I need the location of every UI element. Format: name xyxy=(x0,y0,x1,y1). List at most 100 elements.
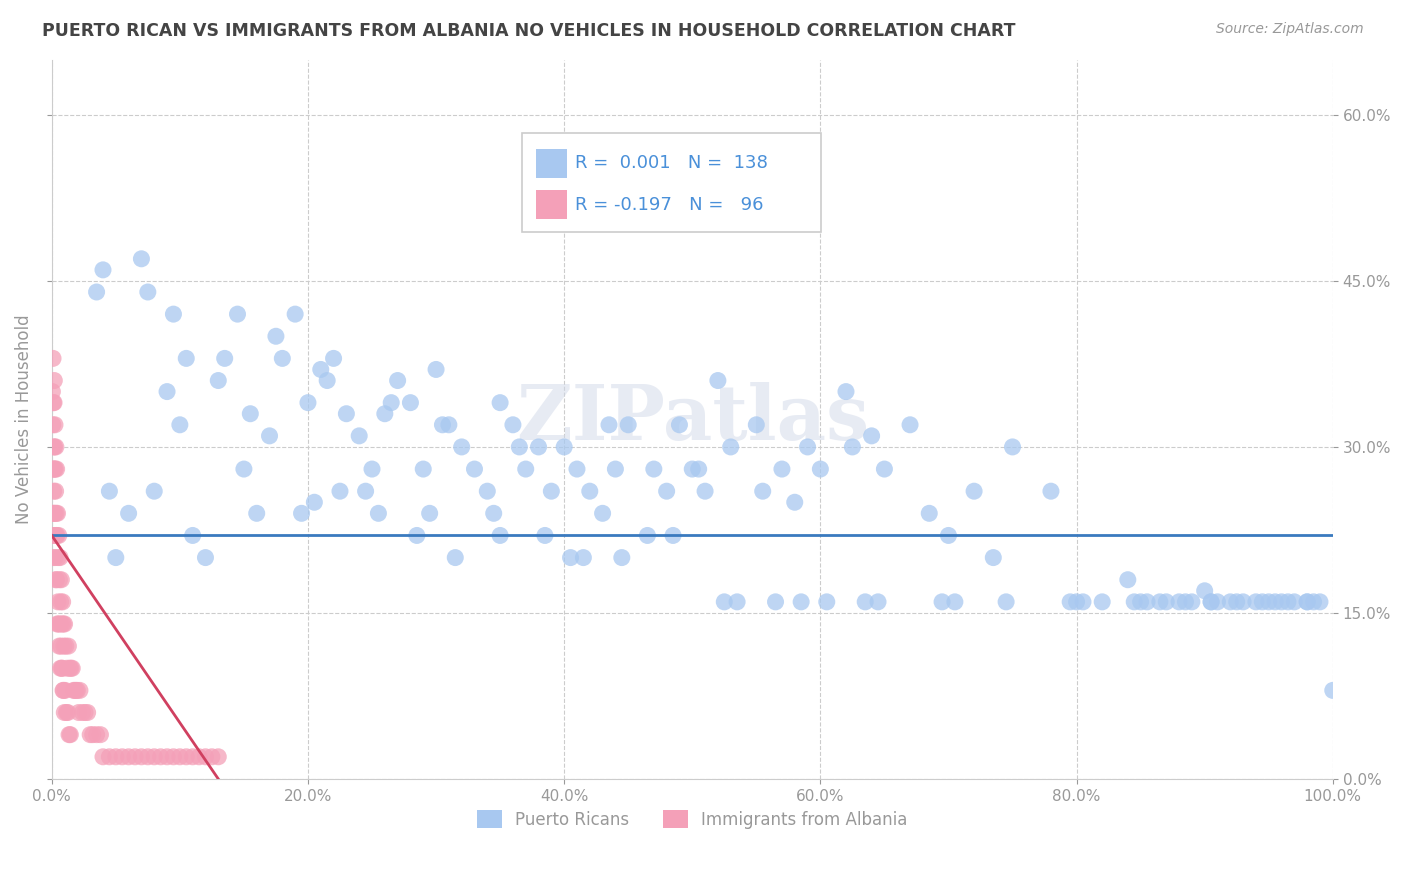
Point xyxy=(419,506,441,520)
Point xyxy=(1244,595,1267,609)
Text: PUERTO RICAN VS IMMIGRANTS FROM ALBANIA NO VEHICLES IN HOUSEHOLD CORRELATION CHA: PUERTO RICAN VS IMMIGRANTS FROM ALBANIA … xyxy=(42,22,1015,40)
Point xyxy=(46,617,69,632)
Point xyxy=(437,417,460,432)
Point xyxy=(1296,595,1319,609)
Point xyxy=(44,462,66,476)
Point xyxy=(527,440,550,454)
Point xyxy=(194,550,217,565)
Point xyxy=(42,395,65,409)
Point xyxy=(201,749,224,764)
Point xyxy=(194,749,217,764)
Point xyxy=(1174,595,1197,609)
Point xyxy=(79,728,101,742)
Point xyxy=(931,595,953,609)
Point xyxy=(405,528,427,542)
Point xyxy=(156,384,179,399)
Point xyxy=(655,484,678,499)
Point xyxy=(668,417,690,432)
Point xyxy=(56,706,79,720)
Point xyxy=(48,617,70,632)
Point xyxy=(124,749,146,764)
Point xyxy=(1302,595,1324,609)
Point xyxy=(304,495,326,509)
Point xyxy=(578,484,600,499)
Point xyxy=(387,374,409,388)
Point xyxy=(66,683,89,698)
Point xyxy=(149,749,172,764)
Point xyxy=(207,374,229,388)
Point xyxy=(45,440,67,454)
Point xyxy=(617,417,640,432)
Point xyxy=(45,573,67,587)
Point xyxy=(374,407,396,421)
Point xyxy=(489,528,512,542)
Point xyxy=(131,749,153,764)
Point xyxy=(450,440,472,454)
Point xyxy=(841,440,863,454)
Point xyxy=(610,550,633,565)
Point xyxy=(1257,595,1279,609)
Point xyxy=(1194,583,1216,598)
Point xyxy=(444,550,467,565)
Point xyxy=(502,417,524,432)
Point xyxy=(42,550,65,565)
Point xyxy=(1206,595,1229,609)
Point xyxy=(592,506,614,520)
Point xyxy=(65,683,87,698)
Point xyxy=(51,573,73,587)
Point xyxy=(534,528,557,542)
Point xyxy=(540,484,562,499)
Point xyxy=(477,484,499,499)
Point xyxy=(1296,595,1319,609)
Legend: Puerto Ricans, Immigrants from Albania: Puerto Ricans, Immigrants from Albania xyxy=(471,804,914,835)
Point xyxy=(98,484,121,499)
Point xyxy=(46,506,69,520)
Point xyxy=(1116,573,1139,587)
Point xyxy=(46,550,69,565)
Point xyxy=(181,749,204,764)
Point xyxy=(605,462,627,476)
Point xyxy=(55,639,77,653)
Point xyxy=(271,351,294,366)
Point xyxy=(1123,595,1146,609)
Point xyxy=(515,462,537,476)
Point xyxy=(52,639,75,653)
Point xyxy=(1154,595,1177,609)
Point xyxy=(67,706,90,720)
Point xyxy=(995,595,1018,609)
Point xyxy=(117,506,139,520)
Text: ZIPatlas: ZIPatlas xyxy=(516,383,869,457)
Point xyxy=(770,462,793,476)
Point xyxy=(44,374,66,388)
Point xyxy=(143,749,166,764)
Point xyxy=(1168,595,1191,609)
Point xyxy=(938,528,960,542)
Point xyxy=(143,484,166,499)
Point xyxy=(1129,595,1152,609)
Point xyxy=(1091,595,1114,609)
Point xyxy=(297,395,319,409)
Point xyxy=(117,749,139,764)
Point xyxy=(46,595,69,609)
Point xyxy=(322,351,344,366)
Point xyxy=(1270,595,1292,609)
Point xyxy=(45,462,67,476)
Point xyxy=(136,285,159,299)
Point xyxy=(1309,595,1331,609)
Point xyxy=(181,528,204,542)
Point xyxy=(380,395,402,409)
Point xyxy=(207,749,229,764)
Point xyxy=(1059,595,1081,609)
Point xyxy=(790,595,813,609)
Point xyxy=(69,683,91,698)
Point xyxy=(53,706,76,720)
Point xyxy=(1219,595,1241,609)
Point xyxy=(259,429,281,443)
Point xyxy=(853,595,876,609)
Point xyxy=(898,417,921,432)
Point xyxy=(1264,595,1286,609)
Point xyxy=(53,683,76,698)
Point xyxy=(399,395,422,409)
Point xyxy=(1066,595,1088,609)
Point xyxy=(284,307,307,321)
